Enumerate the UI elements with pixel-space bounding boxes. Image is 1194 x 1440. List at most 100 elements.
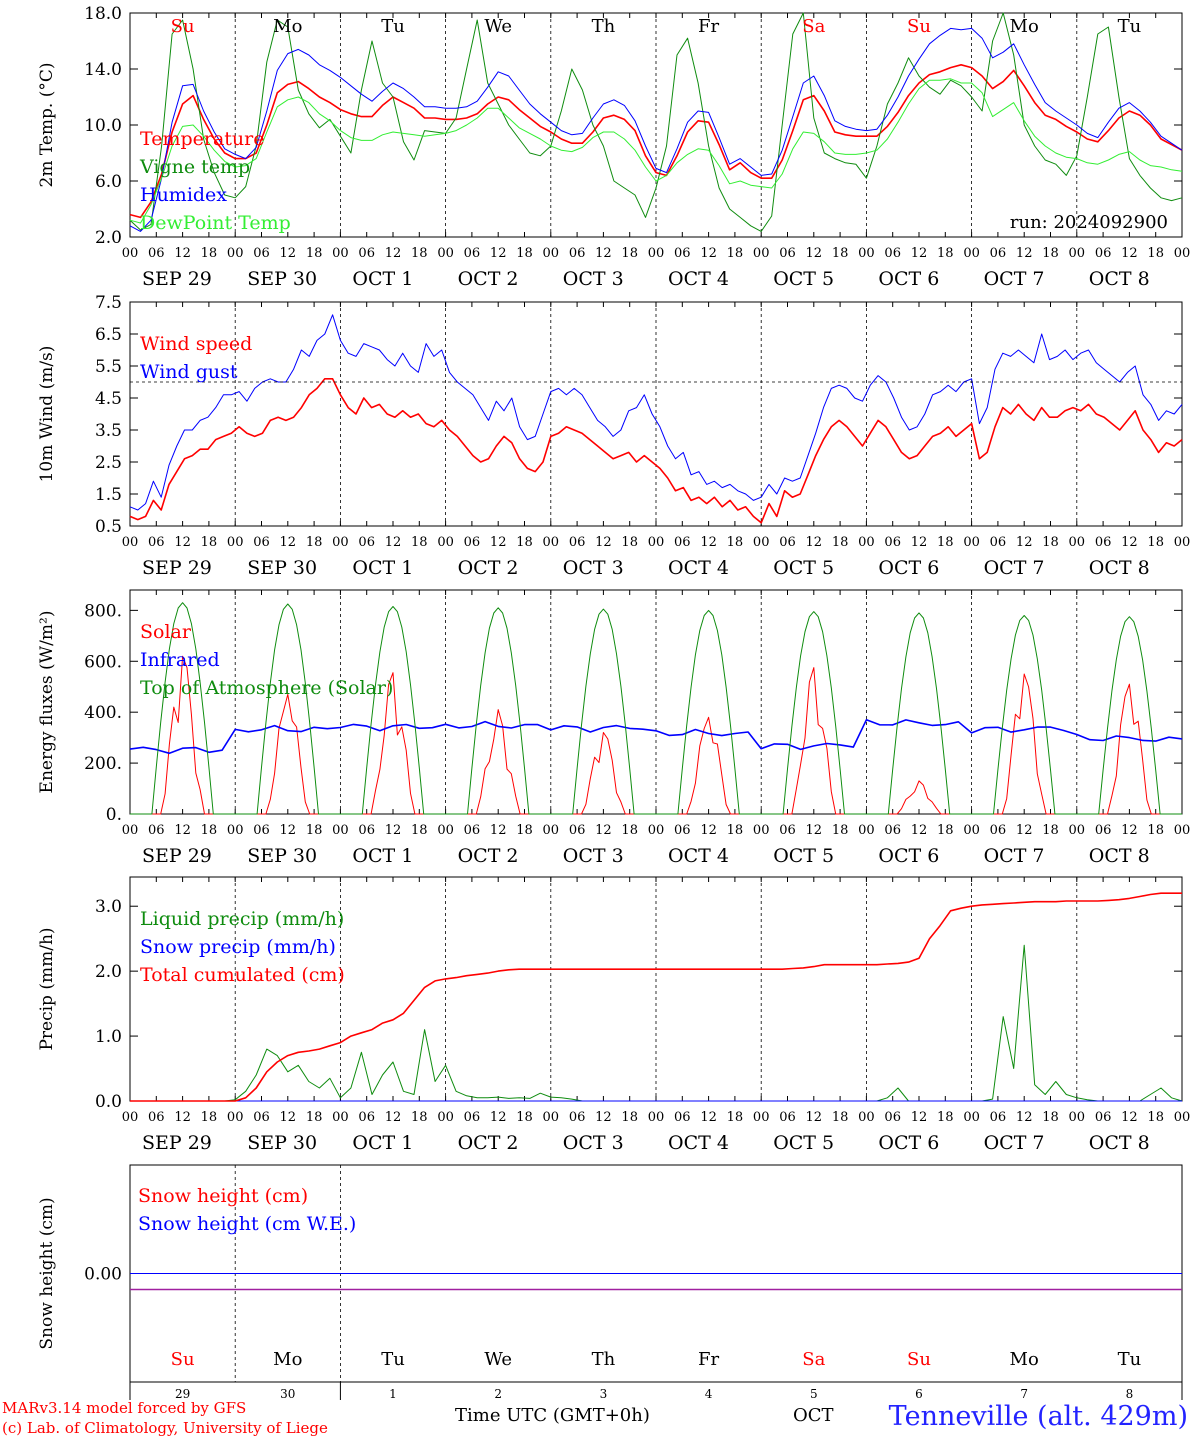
- temp-ylabel: 2m Temp. (°C): [37, 62, 57, 187]
- flux-hour-label: 18: [621, 823, 638, 838]
- temp-legend-humidex: Humidex: [140, 184, 227, 206]
- flux-date-label: OCT 1: [352, 845, 413, 867]
- temp-ytick-label: 18.0: [84, 4, 122, 24]
- precip-hour-label: 12: [911, 1110, 928, 1125]
- precip-hour-label: 06: [569, 1110, 586, 1125]
- flux-series-line: [129, 718, 1183, 755]
- temp-hour-label: 18: [1042, 246, 1059, 261]
- temp-hour-label: 12: [1121, 246, 1138, 261]
- precip-hour-label: 18: [937, 1110, 954, 1125]
- temp-hour-label: 00: [648, 246, 665, 261]
- wind-hour-label: 00: [122, 535, 139, 550]
- wind-hour-label: 18: [832, 535, 849, 550]
- month-label: OCT: [793, 1405, 834, 1426]
- precip-hour-label: 00: [227, 1110, 244, 1125]
- temp-hour-label: 12: [911, 246, 928, 261]
- wind-hour-label: 06: [148, 535, 165, 550]
- snow-ytick-label: 0.00: [84, 1265, 122, 1285]
- precip-ytick-label: 0.0: [95, 1092, 122, 1112]
- wind-series-line: [129, 314, 1183, 511]
- flux-hour-label: 12: [700, 823, 717, 838]
- wind-frame: [129, 301, 1183, 527]
- temp-date-label: OCT 6: [878, 268, 939, 290]
- wind-hour-label: 00: [437, 535, 454, 550]
- temp-weekday-label: Sa: [802, 16, 825, 37]
- flux-hour-label: 18: [516, 823, 533, 838]
- copyright-credit: (c) Lab. of Climatology, University of L…: [2, 1419, 328, 1437]
- temp-weekday-label: Mo: [1010, 16, 1039, 37]
- temp-legend-dewpoint-temp: DewPoint Temp: [140, 212, 291, 234]
- precip-hour-label: 18: [621, 1110, 638, 1125]
- temp-hour-label: 18: [937, 246, 954, 261]
- precip-hour-label: 18: [1147, 1110, 1164, 1125]
- wind-hour-label: 06: [1095, 535, 1112, 550]
- flux-hour-label: 00: [1174, 823, 1191, 838]
- flux-ytick-label: 0.: [106, 805, 122, 825]
- temp-date-label: SEP 30: [247, 268, 317, 290]
- wind-hour-label: 06: [358, 535, 375, 550]
- temp-hour-label: 06: [779, 246, 796, 261]
- wind-ytick-label: 1.5: [95, 485, 122, 505]
- day-number-label: 7: [1020, 1387, 1028, 1400]
- temp-date-label: OCT 7: [984, 268, 1045, 290]
- temp-series-line: [129, 27, 1183, 232]
- precip-hour-label: 06: [990, 1110, 1007, 1125]
- flux-ytick-label: 800.: [84, 601, 122, 621]
- temp-weekday-label: Su: [907, 16, 931, 37]
- flux-hour-label: 18: [306, 823, 323, 838]
- precip-date-label: SEP 30: [247, 1132, 317, 1154]
- flux-hour-label: 12: [806, 823, 823, 838]
- temp-date-label: OCT 3: [563, 268, 624, 290]
- temp-hour-label: 00: [753, 246, 770, 261]
- wind-hour-label: 12: [595, 535, 612, 550]
- temp-weekday-label: Su: [171, 16, 195, 37]
- temp-hour-label: 00: [1069, 246, 1086, 261]
- temp-hour-label: 18: [832, 246, 849, 261]
- precip-hour-label: 06: [1095, 1110, 1112, 1125]
- precip-hour-label: 18: [516, 1110, 533, 1125]
- precip-hour-label: 18: [201, 1110, 218, 1125]
- precip-date-label: SEP 29: [142, 1132, 212, 1154]
- temp-series-line: [129, 78, 1183, 224]
- flux-series-line: [130, 602, 1182, 815]
- temp-weekday-label: Th: [592, 16, 616, 37]
- precip-date-label: OCT 2: [458, 1132, 519, 1154]
- temp-date-label: OCT 1: [352, 268, 413, 290]
- precip-hour-label: 06: [674, 1110, 691, 1125]
- wind-hour-label: 12: [1016, 535, 1033, 550]
- temp-hour-label: 18: [411, 246, 428, 261]
- temp-hour-label: 12: [595, 246, 612, 261]
- flux-legend-solar: Solar: [140, 621, 192, 643]
- precip-hour-label: 12: [700, 1110, 717, 1125]
- temp-hour-label: 18: [621, 246, 638, 261]
- temp-ytick-label: 14.0: [84, 60, 122, 80]
- temp-ytick-label: 10.0: [84, 116, 122, 136]
- temp-legend-temperature: Temperature: [140, 128, 264, 150]
- temp-hour-label: 00: [858, 246, 875, 261]
- temp-hour-label: 18: [201, 246, 218, 261]
- flux-hour-label: 18: [411, 823, 428, 838]
- temp-hour-label: 12: [174, 246, 191, 261]
- flux-hour-label: 18: [832, 823, 849, 838]
- precip-hour-label: 00: [963, 1110, 980, 1125]
- wind-hour-label: 12: [280, 535, 297, 550]
- temp-date-label: SEP 29: [142, 268, 212, 290]
- temp-hour-label: 00: [437, 246, 454, 261]
- precip-hour-label: 12: [806, 1110, 823, 1125]
- precip-hour-label: 18: [1042, 1110, 1059, 1125]
- flux-hour-label: 06: [148, 823, 165, 838]
- run-annotation: run: 2024092900: [1010, 212, 1168, 233]
- flux-hour-label: 12: [1016, 823, 1033, 838]
- wind-hour-label: 18: [621, 535, 638, 550]
- wind-hour-label: 00: [1174, 535, 1191, 550]
- day-number-label: 5: [810, 1387, 818, 1400]
- precip-hour-label: 12: [385, 1110, 402, 1125]
- precip-date-label: OCT 5: [773, 1132, 834, 1154]
- temp-weekday-label: We: [484, 16, 512, 37]
- flux-hour-label: 06: [990, 823, 1007, 838]
- flux-ytick-label: 400.: [84, 703, 122, 723]
- precip-date-label: OCT 6: [878, 1132, 939, 1154]
- flux-hour-label: 18: [937, 823, 954, 838]
- temp-hour-label: 18: [306, 246, 323, 261]
- wind-hour-label: 18: [306, 535, 323, 550]
